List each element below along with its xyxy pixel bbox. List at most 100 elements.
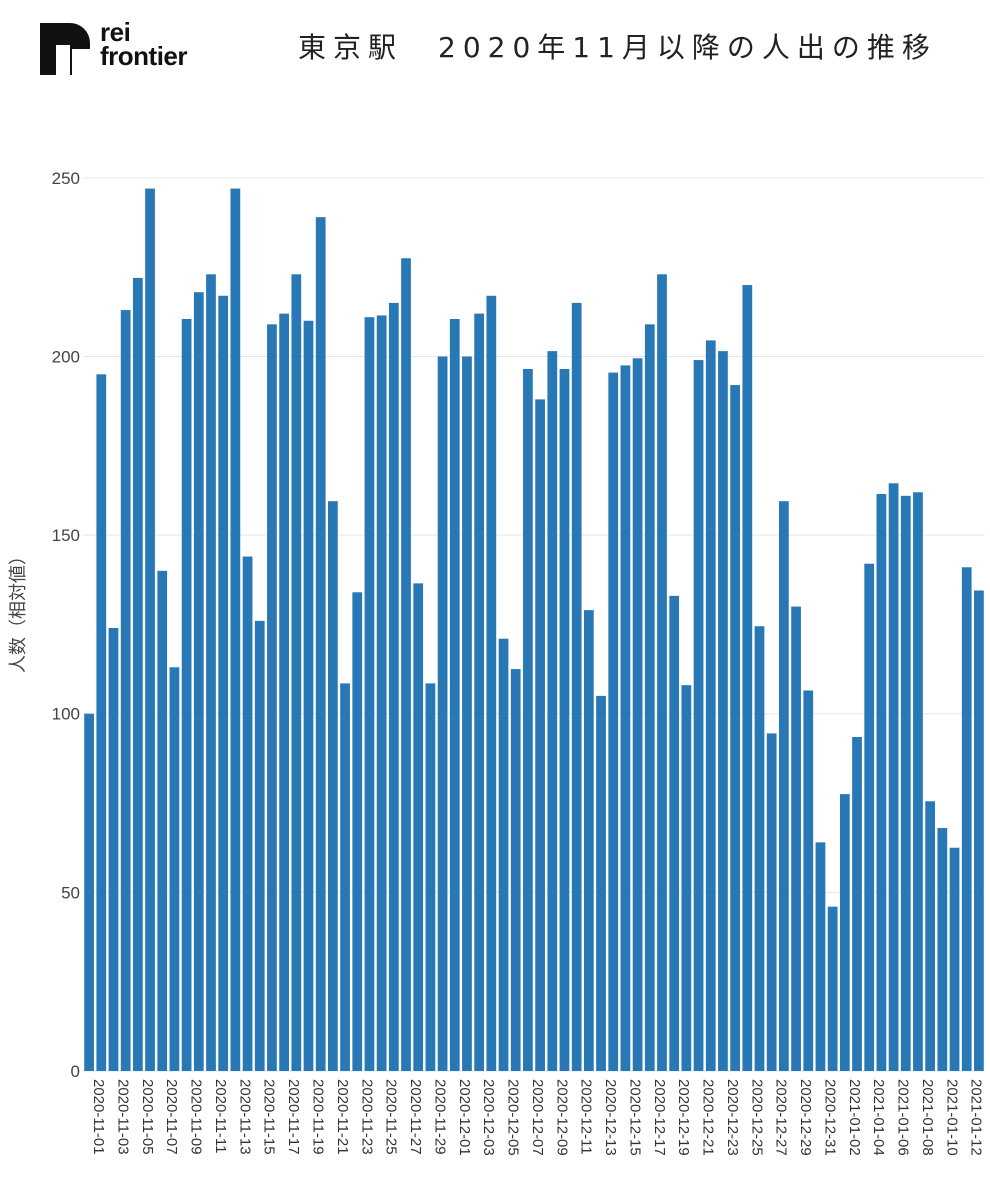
x-tick-label: 2020-11-19: [310, 1079, 327, 1155]
logo-mark-icon: [40, 23, 90, 75]
bar: [108, 628, 119, 1071]
x-tick-label: 2020-12-01: [456, 1079, 473, 1156]
bar: [206, 274, 216, 1071]
x-tick-label: 2020-12-13: [602, 1079, 619, 1156]
x-tick-label: 2020-11-07: [163, 1079, 180, 1155]
bar: [449, 318, 460, 1072]
brand-logo: rei frontier: [40, 17, 210, 78]
logo-line-2: frontier: [100, 41, 188, 71]
x-tick-label: 2020-11-27: [407, 1079, 424, 1155]
bar: [864, 563, 875, 1071]
bar: [242, 556, 253, 1071]
bar: [181, 318, 192, 1072]
bars: [84, 188, 984, 1072]
x-tick-label: 2020-12-05: [505, 1079, 522, 1156]
bar: [328, 501, 338, 1071]
logo-line-1: rei: [100, 17, 131, 47]
x-tick-label: 2020-11-05: [139, 1079, 156, 1155]
bar: [462, 356, 472, 1071]
x-tick-label: 2020-12-23: [724, 1079, 741, 1156]
bar: [364, 317, 375, 1071]
bar: [657, 274, 667, 1071]
bar: [437, 356, 448, 1071]
bar: [193, 292, 204, 1071]
bar: [571, 302, 582, 1071]
y-tick-label: 0: [71, 1062, 80, 1081]
x-tick-label: 2020-11-01: [90, 1079, 107, 1155]
bar: [900, 495, 911, 1071]
y-tick-label: 50: [61, 883, 80, 902]
bar: [291, 274, 302, 1071]
x-axis-ticks: 2020-11-01 2020-11-03 2020-11-05 2020-11-07…: [90, 1079, 985, 1156]
bar: [559, 368, 570, 1071]
bar: [730, 385, 740, 1071]
x-tick-label: 2021-01-10: [943, 1079, 960, 1156]
y-tick-label: 100: [52, 705, 80, 724]
y-axis-label: 人数（相対値）: [8, 547, 29, 673]
bar: [742, 285, 753, 1071]
x-tick-label: 2020-11-25: [383, 1079, 400, 1155]
bar: [303, 320, 314, 1071]
bar: [876, 494, 887, 1071]
x-tick-label: 2020-12-21: [700, 1079, 717, 1156]
x-tick-label: 2020-11-13: [236, 1079, 253, 1155]
bar: [669, 595, 680, 1071]
x-tick-label: 2020-12-07: [529, 1079, 546, 1156]
x-tick-label: 2020-11-09: [188, 1079, 205, 1155]
bar: [718, 351, 728, 1071]
bar: [925, 801, 936, 1071]
bar: [791, 606, 801, 1071]
x-tick-label: 2020-12-11: [578, 1079, 595, 1155]
bar: [157, 570, 168, 1071]
x-tick-label: 2021-01-08: [919, 1079, 936, 1156]
x-tick-label: 2021-01-06: [895, 1079, 912, 1156]
bar: [486, 295, 497, 1071]
bar: [120, 310, 131, 1071]
bar: [169, 667, 180, 1071]
x-tick-label: 2020-12-19: [675, 1079, 692, 1156]
x-tick-label: 2020-12-31: [821, 1079, 838, 1156]
chart-title: 東京駅 2020年11月以降の人出の推移: [298, 31, 937, 64]
bar: [888, 483, 899, 1071]
bar: [498, 638, 509, 1071]
bar: [474, 313, 485, 1071]
bar: [388, 302, 399, 1071]
bar: [974, 590, 984, 1071]
bar: [84, 713, 94, 1071]
x-tick-label: 2020-12-25: [748, 1079, 765, 1156]
bar: [352, 592, 363, 1071]
bar: [145, 188, 155, 1071]
x-tick-label: 2020-12-15: [626, 1079, 643, 1156]
bar: [681, 685, 692, 1071]
bar: [644, 324, 655, 1072]
bar: [705, 340, 716, 1071]
bar: [279, 313, 289, 1071]
bar: [218, 295, 229, 1071]
bar: [693, 360, 704, 1071]
bar: [937, 828, 948, 1071]
bar: [754, 626, 765, 1071]
bar: [413, 583, 424, 1071]
y-tick-label: 250: [52, 169, 80, 188]
x-tick-label: 2020-11-29: [431, 1079, 448, 1155]
bar: [961, 567, 972, 1071]
x-tick-label: 2020-11-23: [358, 1079, 375, 1155]
bar: [340, 683, 350, 1071]
bar: [632, 358, 643, 1071]
bar: [376, 315, 387, 1071]
bar: [766, 733, 777, 1071]
bar: [779, 501, 789, 1071]
bar: [913, 492, 923, 1071]
bar: [401, 258, 411, 1071]
bar: [583, 610, 594, 1071]
bar: [510, 669, 521, 1071]
bar: [315, 217, 326, 1071]
bar: [535, 399, 545, 1071]
bar: [839, 794, 850, 1071]
y-axis-ticks: 0 50 100 150 200 250: [52, 169, 80, 1081]
bar: [803, 690, 814, 1071]
x-tick-label: 2020-11-21: [334, 1079, 351, 1155]
x-tick-label: 2021-01-12: [968, 1079, 985, 1156]
x-tick-label: 2020-11-03: [114, 1079, 131, 1155]
